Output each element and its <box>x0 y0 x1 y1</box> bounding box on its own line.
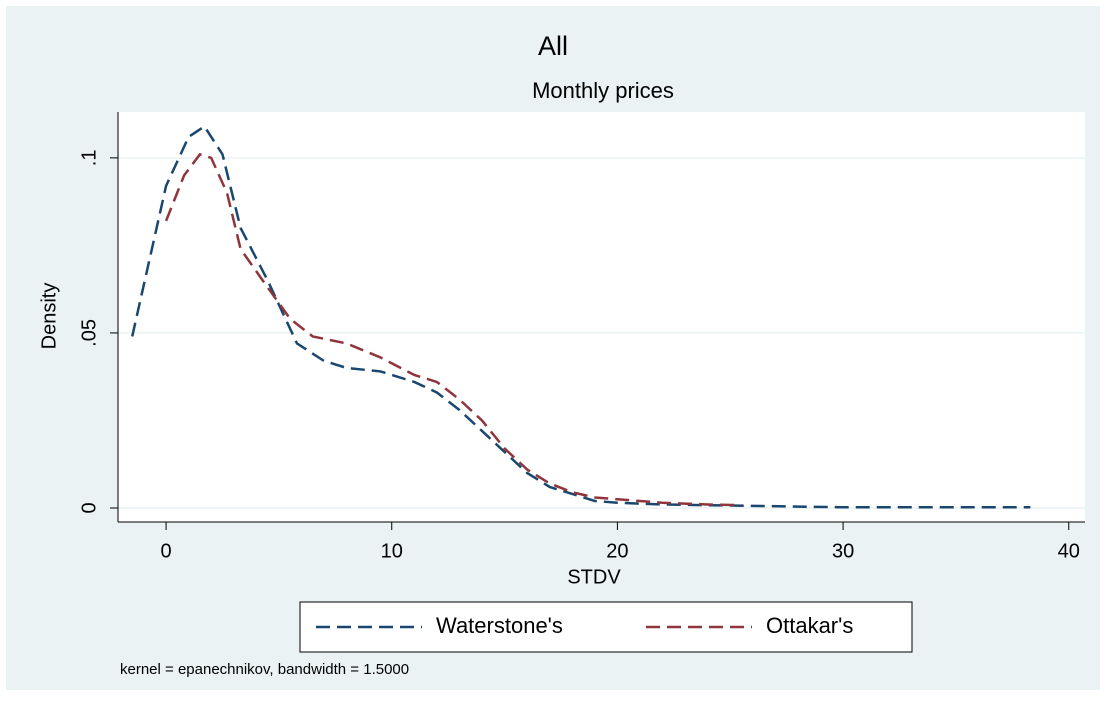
y-tick-label: .1 <box>78 150 100 167</box>
x-tick-label: 20 <box>606 540 628 562</box>
x-tick-label: 0 <box>161 540 172 562</box>
note: kernel = epanechnikov, bandwidth = 1.500… <box>120 661 409 678</box>
legend-label: Ottakar's <box>766 613 853 638</box>
y-tick-label: .05 <box>78 319 100 347</box>
legend-label: Waterstone's <box>436 613 563 638</box>
chart-title: All <box>538 31 568 61</box>
y-tick-label: 0 <box>78 502 100 513</box>
x-tick-label: 30 <box>832 540 854 562</box>
x-tick-label: 40 <box>1058 540 1080 562</box>
y-axis-label: Density <box>38 283 60 350</box>
x-axis-label: STDV <box>567 566 621 588</box>
density-line <box>164 152 742 507</box>
plot-area <box>118 112 1085 522</box>
density-line <box>131 124 1031 509</box>
x-tick-label: 10 <box>381 540 403 562</box>
chart-subtitle: Monthly prices <box>532 78 674 103</box>
